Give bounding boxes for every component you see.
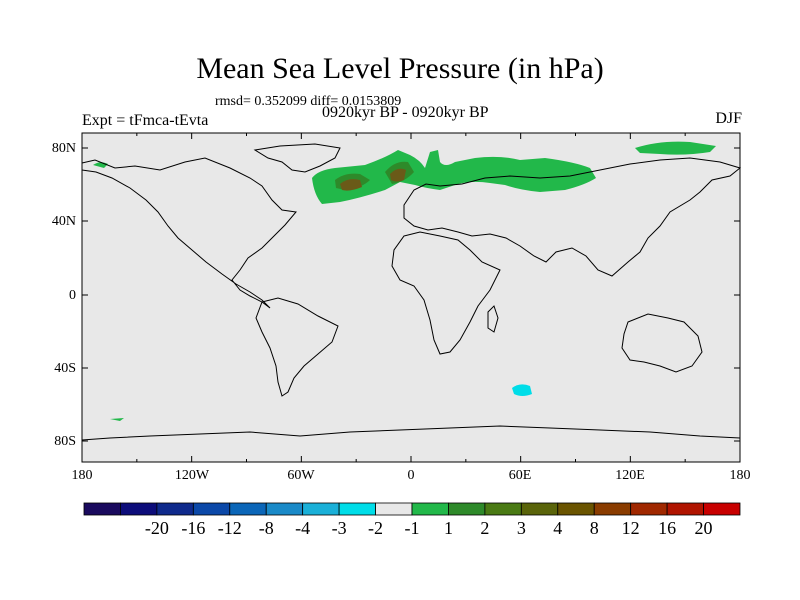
season-label: DJF: [715, 110, 742, 127]
lon-tick-label: 180: [71, 468, 93, 483]
south-america-coast: [255, 297, 339, 397]
colorbar-label: -4: [295, 518, 311, 538]
colorbar-swatch: [411, 502, 449, 516]
colorbar-swatch: [192, 502, 231, 516]
lon-tick-label: 120E: [615, 468, 645, 483]
southern-small-positive-region: [110, 418, 124, 421]
period-label: 0920kyr BP - 0920kyr BP: [322, 104, 489, 121]
scandinavia-dark-region: [390, 168, 406, 182]
colorbar-swatch: [156, 502, 194, 516]
chart-title: Mean Sea Level Pressure (in hPa): [196, 52, 604, 85]
colorbar-label: -2: [368, 518, 384, 538]
colorbar-label: -12: [217, 518, 242, 538]
colorbar-label: 1: [443, 518, 453, 538]
colorbar-swatch: [229, 502, 267, 516]
map-background: [82, 133, 740, 462]
lat-tick-label: 40S: [54, 361, 76, 376]
colorbar-swatch: [593, 502, 632, 516]
colorbar-swatch: [484, 502, 522, 516]
colorbar-swatch: [120, 502, 158, 516]
lat-tick-label: 80N: [51, 141, 76, 156]
anomaly-layer: [93, 141, 716, 421]
experiment-label: Expt = tFmca-tEvta: [82, 112, 209, 129]
colorbar-swatch: [83, 502, 121, 516]
colorbar-label: -20: [144, 518, 169, 538]
colorbar-swatch: [448, 502, 486, 516]
madagascar-coast: [487, 305, 499, 333]
colorbar-swatch: [703, 502, 741, 516]
colorbar-swatch: [338, 502, 376, 516]
colorbar-label: 20: [694, 518, 713, 538]
eurasia-coast: [403, 157, 742, 277]
coastlines: [81, 143, 742, 441]
colorbar-swatch: [375, 502, 413, 516]
colorbar-label: 8: [589, 518, 599, 538]
north-atlantic-dark-region: [340, 179, 362, 191]
colorbar-label: 4: [553, 518, 563, 538]
lat-tick-label: 80S: [54, 434, 76, 449]
colorbar-swatch: [557, 502, 595, 516]
colorbar-label: 16: [658, 518, 677, 538]
colorbar-label: -16: [181, 518, 206, 538]
north-america-coast: [81, 157, 297, 309]
colorbar-label: 12: [621, 518, 640, 538]
north-atlantic-positive-region: [312, 150, 596, 204]
greenland-coast: [253, 143, 341, 173]
lon-tick-label: 0: [407, 468, 415, 483]
colorbar-swatch: [265, 502, 304, 516]
colorbar-swatch: [666, 502, 704, 516]
lon-tick-label: 120W: [174, 468, 210, 483]
lat-tick-label: 40N: [51, 214, 76, 229]
colorbar-swatch: [630, 502, 668, 516]
lon-tick-label: 180: [729, 468, 751, 483]
australia-coast: [621, 313, 703, 373]
axis-ticks: [81, 133, 741, 462]
lon-tick-label: 60W: [287, 468, 315, 483]
colorbar-label: -8: [258, 518, 274, 538]
colorbar-label: 3: [516, 518, 526, 538]
colorbar-label: -3: [331, 518, 347, 538]
stats-label: rmsd= 0.352099 diff= 0.0153809: [215, 94, 402, 109]
colorbar-swatch: [302, 502, 340, 516]
lon-tick-label: 60E: [508, 468, 532, 483]
colorbar-label: 2: [480, 518, 490, 538]
southern-ocean-negative-region: [512, 384, 532, 396]
antarctica-coast: [81, 425, 741, 441]
colorbar-label: -1: [404, 518, 420, 538]
colorbar-swatch: [520, 502, 559, 516]
arctic-positive-region: [635, 141, 716, 155]
lat-tick-label: 0: [69, 288, 76, 303]
colorbar: [83, 502, 741, 516]
africa-coast: [391, 231, 501, 355]
